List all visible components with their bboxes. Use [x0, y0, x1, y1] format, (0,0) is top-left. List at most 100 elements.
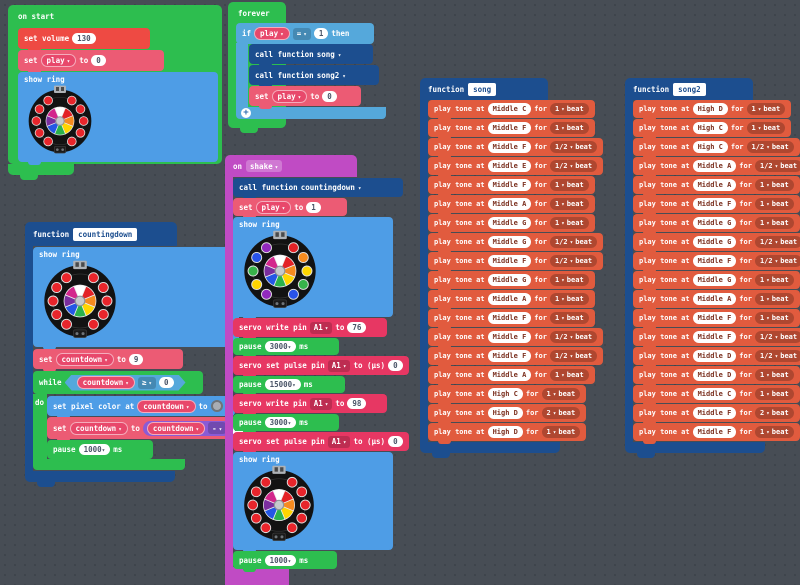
note-dropdown[interactable]: High D	[487, 407, 523, 419]
beat-dropdown[interactable]: 1 beat	[754, 274, 794, 286]
beat-dropdown[interactable]: 1 beat	[549, 274, 589, 286]
note-dropdown[interactable]: Middle A	[487, 198, 532, 210]
note-dropdown[interactable]: Middle A	[692, 179, 737, 191]
play-tone-block[interactable]: play tone at Middle C for 1 beat	[633, 385, 800, 406]
play-tone-block[interactable]: play tone at Middle G for 1/2 beat	[633, 233, 800, 254]
function-name-field[interactable]: song2	[673, 82, 706, 96]
play-tone-block[interactable]: play tone at Middle D for 1 beat	[633, 366, 800, 387]
gesture-dropdown[interactable]: shake	[246, 160, 283, 172]
beat-dropdown[interactable]: 1 beat	[754, 198, 794, 210]
servo-set-pulse-block[interactable]: servo set pulse pin A1 to (µs) 0	[233, 356, 409, 378]
play-tone-block[interactable]: play tone at Middle G for 1 beat	[428, 214, 595, 235]
beat-dropdown[interactable]: 1/2 beat	[549, 236, 598, 248]
note-dropdown[interactable]: Middle F	[692, 255, 737, 267]
play-tone-block[interactable]: play tone at Middle F for 1/2 beat	[428, 252, 604, 273]
note-dropdown[interactable]: Middle A	[487, 369, 532, 381]
beat-dropdown[interactable]: 1 beat	[549, 179, 589, 191]
play-tone-block[interactable]: play tone at Middle F for 1/2 beat	[633, 252, 800, 273]
pulse-value-field[interactable]: 0	[388, 360, 403, 371]
function-song2-header[interactable]: function song2	[625, 78, 753, 100]
countdown-variable-pill[interactable]: countdown	[77, 376, 135, 389]
beat-dropdown[interactable]: 1/2 beat	[549, 350, 598, 362]
play-tone-block[interactable]: play tone at Middle G for 1 beat	[428, 271, 595, 292]
play-variable-dropdown[interactable]: play	[255, 200, 292, 214]
note-dropdown[interactable]: Middle F	[692, 426, 737, 438]
note-dropdown[interactable]: Middle A	[692, 293, 737, 305]
play-value-field[interactable]: 0	[91, 55, 106, 66]
play-tone-block[interactable]: play tone at Middle G for 1 beat	[633, 271, 800, 292]
note-dropdown[interactable]: Middle G	[487, 274, 532, 286]
play-tone-block[interactable]: play tone at Middle F for 1 beat	[633, 309, 800, 330]
volume-value-field[interactable]: 130	[72, 33, 96, 44]
cpx-ring-preview[interactable]	[24, 85, 96, 159]
play-tone-block[interactable]: play tone at Middle A for 1 beat	[428, 195, 595, 216]
note-dropdown[interactable]: Middle A	[692, 160, 737, 172]
set-play-1-block[interactable]: set play to 1	[233, 198, 347, 219]
beat-dropdown[interactable]: 1 beat	[549, 103, 589, 115]
function-name-countingdown[interactable]: countingdown	[300, 183, 355, 192]
call-function-song-block[interactable]: call function song	[249, 44, 373, 67]
show-ring-block[interactable]: show ring	[18, 72, 218, 165]
beat-dropdown[interactable]: 1/2 beat	[549, 160, 598, 172]
note-dropdown[interactable]: Middle G	[487, 217, 532, 229]
math-operator-dropdown[interactable]: -	[208, 422, 227, 434]
note-dropdown[interactable]: Middle F	[692, 312, 737, 324]
beat-dropdown[interactable]: 1/2 beat	[549, 141, 598, 153]
pause-block[interactable]: pause 15000 ms	[233, 376, 345, 396]
note-dropdown[interactable]: Middle G	[692, 274, 737, 286]
servo-write-pin-block[interactable]: servo write pin A1 to 98	[233, 394, 387, 416]
pin-dropdown[interactable]: A1	[309, 397, 333, 410]
function-name-field[interactable]: song	[468, 82, 497, 96]
note-dropdown[interactable]: High D	[487, 426, 523, 438]
pause-duration-dropdown[interactable]: 3000	[264, 417, 297, 428]
pin-dropdown[interactable]: A1	[327, 435, 351, 448]
beat-dropdown[interactable]: 1 beat	[549, 312, 589, 324]
pause-duration-dropdown[interactable]: 3000	[264, 341, 297, 352]
beat-dropdown[interactable]: 2 beat	[541, 407, 581, 419]
note-dropdown[interactable]: Middle F	[487, 141, 532, 153]
cpx-ring-preview[interactable]	[39, 260, 121, 344]
beat-dropdown[interactable]: 1 beat	[549, 217, 589, 229]
play-tone-block[interactable]: play tone at Middle F for 1/2 beat	[428, 328, 604, 349]
show-ring-block[interactable]: show ring	[33, 247, 239, 350]
beat-dropdown[interactable]: 1 beat	[746, 103, 786, 115]
beat-dropdown[interactable]: 1 beat	[754, 388, 794, 400]
show-ring-block[interactable]: show ring	[233, 452, 393, 553]
pause-duration-dropdown[interactable]: 15000	[264, 379, 301, 390]
play-tone-block[interactable]: play tone at High C for 1 beat	[428, 385, 587, 406]
beat-dropdown[interactable]: 1/2 beat	[754, 255, 800, 267]
play-tone-block[interactable]: play tone at Middle A for 1 beat	[633, 290, 800, 311]
function-song-header[interactable]: function song	[420, 78, 548, 100]
function-name-song2[interactable]: song2	[316, 70, 340, 80]
beat-dropdown[interactable]: 1 beat	[754, 217, 794, 229]
play-tone-block[interactable]: play tone at Middle A for 1 beat	[633, 176, 800, 197]
beat-dropdown[interactable]: 1 beat	[541, 388, 581, 400]
note-dropdown[interactable]: Middle F	[692, 407, 737, 419]
countdown-value-field[interactable]: 9	[128, 353, 144, 365]
note-dropdown[interactable]: High C	[692, 122, 728, 134]
note-dropdown[interactable]: Middle F	[692, 198, 737, 210]
note-dropdown[interactable]: Middle F	[692, 331, 737, 343]
play-tone-block[interactable]: play tone at Middle A for 1 beat	[428, 366, 595, 387]
while-condition[interactable]: countdown ≥ 0	[65, 375, 186, 391]
beat-dropdown[interactable]: 1 beat	[746, 122, 786, 134]
set-pixel-color-block[interactable]: set pixel color at countdown to	[47, 396, 235, 419]
beat-dropdown[interactable]: 1/2 beat	[754, 331, 800, 343]
beat-dropdown[interactable]: 1/2 beat	[754, 350, 800, 362]
on-shake-header[interactable]: on shake	[225, 155, 357, 177]
comparison-operator-dropdown[interactable]: ≥	[138, 377, 156, 389]
set-volume-block[interactable]: set volume 130	[18, 28, 150, 52]
beat-dropdown[interactable]: 1/2 beat	[549, 255, 598, 267]
play-tone-block[interactable]: play tone at Middle F for 1 beat	[428, 119, 595, 140]
set-countdown-9-block[interactable]: set countdown to 9	[33, 349, 183, 372]
play-variable-pill[interactable]: play	[254, 27, 290, 40]
pause-block[interactable]: pause 3000 ms	[233, 414, 339, 434]
play-tone-block[interactable]: play tone at Middle F for 2 beat	[633, 404, 800, 425]
beat-dropdown[interactable]: 1 beat	[541, 426, 581, 438]
servo-angle-field[interactable]: 76	[347, 322, 367, 333]
play-tone-block[interactable]: play tone at Middle F for 1/2 beat	[633, 328, 800, 349]
note-dropdown[interactable]: Middle F	[487, 350, 532, 362]
play-tone-block[interactable]: play tone at Middle G for 1 beat	[633, 214, 800, 235]
beat-dropdown[interactable]: 1 beat	[754, 312, 794, 324]
